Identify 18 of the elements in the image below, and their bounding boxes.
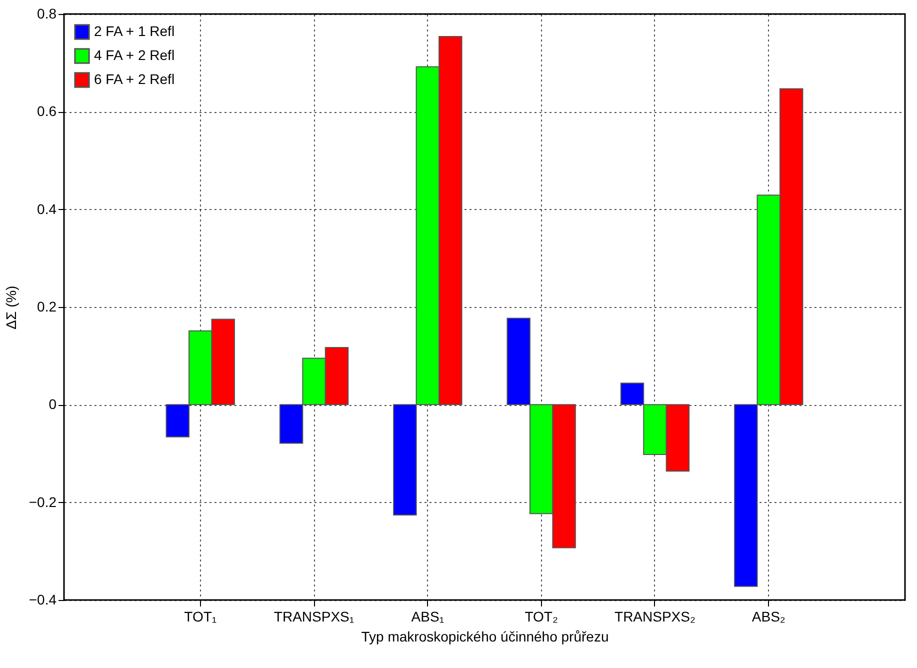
y-tick-label: 0 [48, 396, 57, 412]
y-tick-label: −0.4 [28, 592, 57, 608]
y-axis-title: ΔΣ (%) [2, 286, 19, 330]
y-tick-label: 0.4 [37, 200, 57, 217]
x-axis-title: Typ makroskopického účinného průřezu [361, 628, 609, 644]
x-tick-label: TRANSPXS₁ [274, 608, 354, 624]
legend-label: 6 FA + 2 Refl [94, 71, 175, 87]
x-tick-label: ABS₁ [411, 608, 444, 624]
x-tick-label: TOT₂ [524, 608, 558, 624]
x-tick-label: ABS₂ [752, 608, 786, 624]
y-tick-label: 0.2 [37, 298, 57, 314]
legend-label: 4 FA + 2 Refl [94, 47, 175, 63]
y-tick-label: −0.2 [28, 494, 57, 510]
legend-label: 2 FA + 1 Refl [94, 23, 175, 39]
x-tick-label: TOT₁ [184, 608, 217, 624]
y-tick-label: 0.8 [37, 6, 57, 22]
x-tick-label: TRANSPXS₂ [614, 608, 696, 624]
y-tick-label: 0.6 [37, 103, 57, 120]
